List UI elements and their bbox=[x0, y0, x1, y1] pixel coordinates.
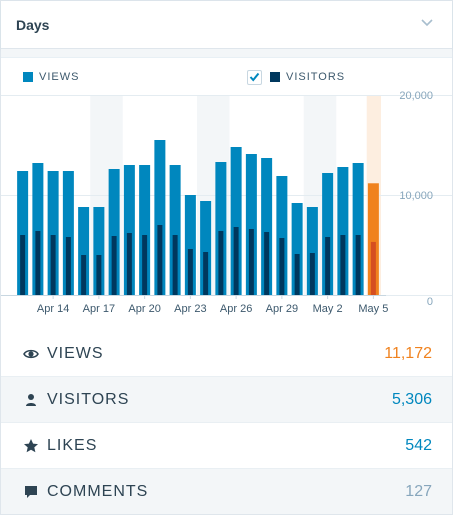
visitors-toggle-checkbox[interactable] bbox=[247, 69, 262, 85]
x-tick-label: Apr 29 bbox=[266, 303, 298, 315]
stat-value: 11,172 bbox=[384, 345, 432, 362]
legend-views-label: VIEWS bbox=[39, 71, 80, 83]
views-bar-chart: 0 10,000 20,000 Apr 14 Apr 17 Apr 20 Apr 23 Apr… bbox=[1, 90, 452, 315]
legend-views: VIEWS bbox=[23, 70, 79, 84]
views-bar bbox=[230, 147, 242, 295]
visitors-bar bbox=[65, 237, 71, 295]
visitors-bar bbox=[142, 235, 148, 295]
visitors-bar bbox=[370, 241, 376, 295]
visitors-bar bbox=[294, 254, 300, 295]
period-selector[interactable]: Days bbox=[1, 1, 452, 49]
views-bar bbox=[93, 207, 105, 295]
stat-row-likes[interactable]: LIKES 542 bbox=[1, 422, 452, 468]
eye-icon bbox=[23, 349, 39, 359]
y-tick-label: 0 bbox=[427, 296, 433, 308]
stat-label: LIKES bbox=[47, 437, 98, 454]
stat-row-comments[interactable]: COMMENTS 127 bbox=[1, 468, 452, 514]
star-icon bbox=[24, 439, 38, 453]
legend-visitors-swatch bbox=[270, 72, 280, 82]
visitors-bar bbox=[264, 232, 270, 295]
views-bar bbox=[291, 203, 303, 295]
visitors-bar bbox=[203, 252, 209, 295]
visitors-bar bbox=[325, 237, 331, 295]
views-bar bbox=[306, 207, 318, 295]
views-bar bbox=[108, 169, 120, 295]
checkmark-icon bbox=[249, 72, 260, 82]
stat-label: COMMENTS bbox=[47, 483, 149, 500]
views-bar bbox=[352, 163, 364, 295]
comment-icon bbox=[25, 486, 37, 498]
stats-summary-list: VIEWS 11,172 VISITORS 5,306 LIKES 542 CO… bbox=[1, 331, 452, 514]
visitors-bar bbox=[111, 236, 117, 295]
y-tick-label: 20,000 bbox=[399, 90, 433, 102]
visitors-bar bbox=[81, 255, 87, 295]
visitors-bar bbox=[187, 249, 193, 295]
views-bar bbox=[215, 162, 227, 295]
x-tick-label: May 2 bbox=[313, 303, 343, 315]
period-label: Days bbox=[16, 17, 50, 33]
views-bar bbox=[337, 167, 349, 295]
views-bar bbox=[62, 171, 74, 295]
person-icon bbox=[26, 394, 36, 406]
views-bar bbox=[367, 183, 379, 295]
views-bar bbox=[184, 195, 196, 295]
legend-visitors[interactable]: VISITORS bbox=[247, 69, 346, 85]
y-tick-label: 10,000 bbox=[399, 190, 433, 202]
visitors-bar bbox=[157, 225, 163, 295]
visitors-bar bbox=[126, 233, 132, 295]
views-bar bbox=[78, 207, 90, 295]
x-tick-label: Apr 17 bbox=[83, 303, 115, 315]
visitors-bar bbox=[233, 227, 239, 295]
views-bar bbox=[139, 165, 151, 295]
visitors-bar bbox=[340, 235, 346, 295]
x-tick-label: Apr 20 bbox=[128, 303, 160, 315]
views-bar bbox=[123, 165, 135, 295]
visitors-bar bbox=[50, 235, 56, 295]
legend-visitors-label: VISITORS bbox=[286, 71, 346, 83]
visitors-bar bbox=[309, 253, 315, 295]
views-bar bbox=[154, 140, 166, 295]
x-tick-label: Apr 26 bbox=[220, 303, 252, 315]
visitors-bar bbox=[279, 238, 285, 295]
legend-views-swatch bbox=[23, 72, 33, 82]
views-bar bbox=[32, 163, 44, 295]
views-bar bbox=[261, 158, 273, 295]
visitors-bar bbox=[35, 231, 41, 295]
chevron-down-icon bbox=[421, 19, 433, 27]
section-divider bbox=[1, 49, 452, 58]
visitors-bar bbox=[218, 231, 224, 295]
stat-row-views[interactable]: VIEWS 11,172 bbox=[1, 331, 452, 376]
visitors-bar bbox=[248, 229, 254, 295]
views-bar bbox=[245, 154, 257, 295]
x-tick-label: Apr 23 bbox=[174, 303, 206, 315]
visitors-bar bbox=[172, 235, 178, 295]
visitors-bar bbox=[96, 255, 102, 295]
stat-row-visitors[interactable]: VISITORS 5,306 bbox=[1, 376, 452, 422]
chart-legend: VIEWS VISITORS bbox=[1, 69, 452, 85]
views-bar bbox=[47, 171, 59, 295]
views-bar bbox=[322, 173, 334, 295]
visitors-bar bbox=[20, 235, 26, 295]
x-tick-label: Apr 14 bbox=[37, 303, 69, 315]
stat-value: 127 bbox=[405, 483, 432, 500]
x-tick-label: May 5 bbox=[358, 303, 388, 315]
stat-value: 5,306 bbox=[391, 391, 432, 408]
views-bar bbox=[276, 176, 288, 295]
views-bar bbox=[17, 171, 29, 295]
stat-label: VISITORS bbox=[47, 391, 130, 408]
views-bar bbox=[200, 201, 212, 295]
views-bar bbox=[169, 165, 181, 295]
visitors-bar bbox=[355, 235, 361, 295]
stat-value: 542 bbox=[405, 437, 432, 454]
stat-label: VIEWS bbox=[47, 345, 104, 362]
